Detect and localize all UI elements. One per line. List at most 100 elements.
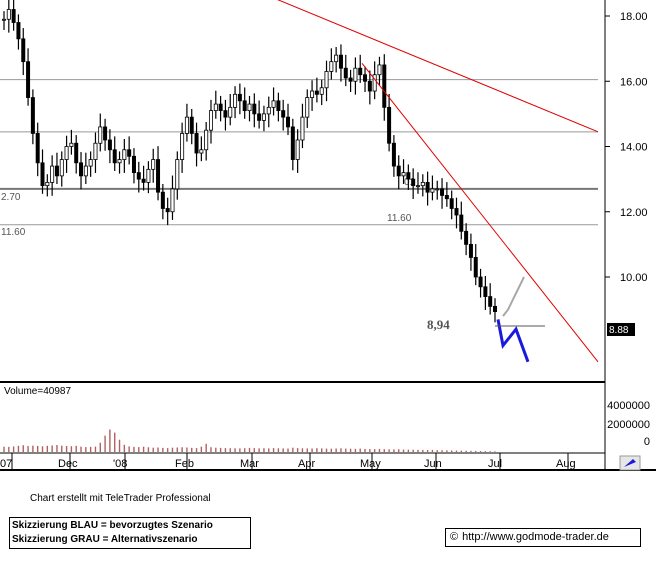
trendline	[361, 62, 599, 363]
last-price-box	[607, 323, 635, 336]
price-tick-label: 16.00	[620, 76, 648, 88]
price-candle	[440, 188, 445, 196]
blue-scenario-path	[496, 319, 530, 363]
price-candle	[242, 100, 247, 112]
price-candle	[334, 54, 339, 63]
price-candle	[444, 195, 449, 200]
x-tick-label: Mar	[240, 458, 259, 470]
price-candle	[223, 110, 228, 118]
price-tick-label: 10.00	[620, 272, 648, 284]
price-candle	[83, 165, 88, 177]
price-tick-label: 18.00	[620, 11, 648, 23]
price-candle	[141, 178, 146, 183]
price-candle	[6, 9, 11, 20]
price-candle	[300, 116, 305, 141]
x-tick-label: May	[360, 458, 381, 470]
price-candle	[464, 230, 469, 245]
price-candle	[237, 93, 242, 102]
price-candle	[358, 67, 363, 76]
price-candle	[435, 188, 440, 191]
price-candle	[112, 149, 117, 164]
price-candle	[329, 61, 334, 72]
price-candle	[103, 126, 108, 141]
price-candle	[488, 296, 493, 307]
volume-tick-label: 0	[644, 436, 650, 448]
price-candle	[160, 191, 165, 209]
price-candle	[88, 159, 93, 167]
price-candle	[59, 159, 64, 177]
price-candle	[473, 257, 478, 278]
price-candle	[247, 103, 252, 112]
price-candle	[353, 67, 358, 82]
price-candle	[93, 142, 98, 160]
price-candle	[367, 80, 372, 92]
x-tick-label: '08	[113, 458, 127, 470]
price-tick-label: 12.00	[620, 207, 648, 219]
price-candle	[156, 159, 161, 193]
website-url: http://www.godmode-trader.de	[462, 531, 609, 543]
price-candle	[40, 162, 45, 187]
price-candle	[430, 188, 435, 193]
price-candle	[257, 113, 262, 121]
x-tick-label: Feb	[175, 458, 194, 470]
price-candle	[363, 74, 368, 82]
x-tick-label: Aug	[556, 458, 576, 470]
price-candle	[21, 38, 26, 63]
price-candle	[74, 142, 79, 164]
price-candle	[175, 159, 180, 190]
price-candle	[11, 9, 16, 23]
x-tick-label: 07	[0, 458, 12, 470]
price-candle	[50, 165, 55, 183]
price-candle	[184, 116, 189, 134]
price-candle	[459, 214, 464, 232]
price-candle	[180, 133, 185, 160]
chart-credit: Chart erstellt mit TeleTrader Profession…	[30, 493, 211, 504]
price-candle	[26, 61, 31, 98]
price-candle	[122, 149, 127, 160]
price-candle	[382, 64, 387, 108]
price-candle	[387, 106, 392, 144]
price-candle	[319, 87, 324, 95]
level-label: 01	[404, 177, 416, 188]
price-candle	[2, 18, 7, 21]
price-candle	[146, 168, 151, 183]
price-candle	[372, 74, 377, 92]
volume-label: Volume=40987	[4, 386, 71, 397]
price-candle	[170, 188, 175, 213]
price-candle	[286, 116, 291, 128]
price-candle	[117, 159, 122, 164]
price-candle	[252, 103, 257, 115]
low-price-label: 8,94	[427, 317, 450, 332]
level-label: 11.60	[1, 227, 26, 238]
legend-grey: Skizzierung GRAU = Alternativszenario	[12, 534, 198, 545]
price-candle	[290, 126, 295, 160]
x-tick-label: Jun	[424, 458, 442, 470]
price-candle	[425, 181, 430, 193]
price-candle	[189, 116, 194, 134]
copyright-icon: ©	[450, 531, 459, 543]
price-candle	[449, 198, 454, 209]
price-candle	[415, 185, 420, 188]
price-candle	[199, 149, 204, 154]
volume-tick-label: 4000000	[607, 400, 650, 412]
website-link[interactable]: © http://www.godmode-trader.de	[445, 528, 641, 547]
price-candle	[208, 110, 213, 131]
price-candle	[492, 305, 497, 312]
price-candle	[54, 165, 59, 177]
price-candle	[131, 155, 136, 174]
price-candle	[213, 103, 218, 112]
price-candle	[228, 106, 233, 118]
price-candle	[45, 181, 50, 187]
price-candle	[16, 22, 21, 40]
price-candle	[64, 146, 69, 160]
price-candle	[468, 243, 473, 258]
price-candle	[338, 54, 343, 69]
price-candle	[406, 172, 411, 180]
price-candle	[204, 129, 209, 151]
grey-scenario-path	[502, 276, 525, 317]
volume-tick-label: 2000000	[607, 419, 650, 431]
level-label: 2.70	[1, 192, 21, 203]
price-candle	[411, 178, 416, 187]
price-candle	[165, 208, 170, 213]
